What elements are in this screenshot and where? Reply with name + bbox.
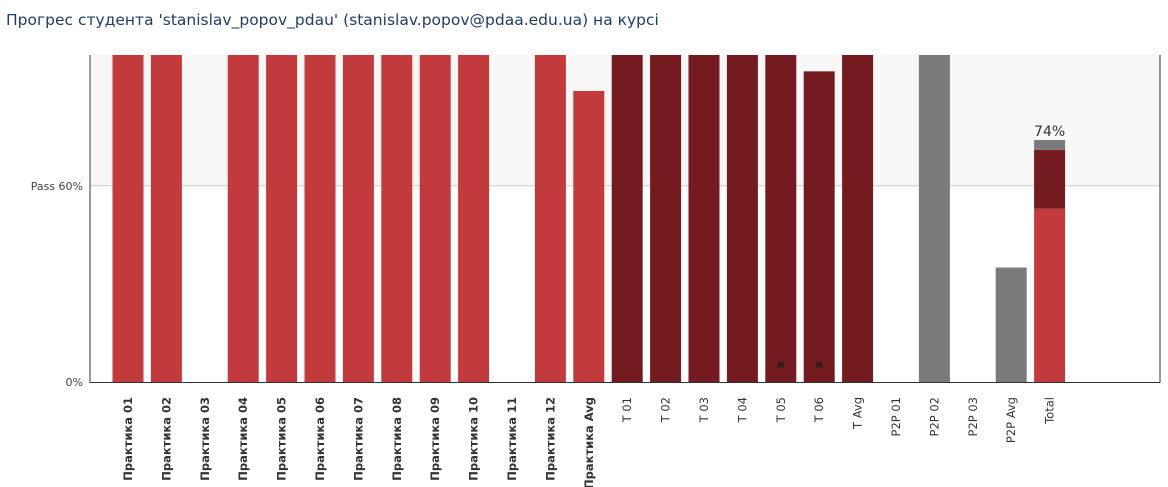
bar-практика-09 [419,55,451,382]
x-tick-label: Практика 01 [121,397,135,481]
x-tick-label: Total [1043,397,1057,425]
x-tick-label: T 01 [620,397,634,423]
x-tick-label: T 06 [812,397,826,423]
y-tick-label: 0% [66,376,83,389]
x-tick-label: Практика 05 [275,397,289,481]
x-tick-label: Практика 08 [390,397,404,481]
y-tick-label: Pass 60% [31,180,83,193]
bar-практика-02 [150,55,182,382]
total-bar-segment-p2p [1034,140,1066,150]
total-bar-segment-test [1034,149,1066,209]
x-tick-label: T 04 [735,397,749,423]
bar-практика-07 [342,55,374,382]
bar-практика-04 [227,55,259,382]
bar-практика-08 [381,55,413,382]
x-tick-label: Практика 10 [467,397,481,481]
x-tick-label: Практика 12 [543,397,557,481]
bar-практика-avg [573,90,605,382]
bar-p2p-avg [995,267,1027,382]
bar-marker-icon: ✖ [776,359,785,372]
bar-практика-06 [304,55,336,382]
total-bar-segment-practice [1034,208,1066,382]
bar-p2p-02 [918,55,950,382]
x-tick-label: Практика 09 [428,397,442,481]
x-tick-label: Практика 06 [313,397,327,481]
x-tick-label: Практика 11 [505,397,519,481]
page-title: Прогрес студента 'stanislav_popov_pdau' … [6,11,659,29]
x-tick-label: P2P 01 [889,397,903,436]
bar-t-avg [842,55,874,382]
bar-практика-01 [112,55,144,382]
bar-практика-12 [534,55,566,382]
x-tick-label: Практика 07 [351,397,365,481]
bar-t-02 [650,55,682,382]
bar-marker-icon: ✖ [815,359,824,372]
x-tick-label: Практика 03 [198,397,212,481]
bar-t-06 [803,71,835,382]
x-tick-label: P2P 02 [927,397,941,436]
bar-практика-10 [458,55,490,382]
x-tick-label: T 05 [774,397,788,423]
x-tick-label: Практика Avg [582,397,596,487]
bar-t-04 [726,55,758,382]
x-tick-label: P2P Avg [1004,397,1018,443]
x-tick-label: Практика 02 [159,397,173,481]
x-tick-label: T 02 [659,397,673,423]
x-tick-label: Практика 04 [236,397,250,481]
bar-практика-05 [266,55,298,382]
x-tick-label: P2P 03 [966,397,980,436]
bar-t-03 [688,55,720,382]
bar-t-05 [765,55,797,382]
x-tick-label: T 03 [697,397,711,423]
x-tick-label: T Avg [851,397,865,430]
total-value-label: 74% [1034,124,1065,140]
bar-t-01 [611,55,643,382]
